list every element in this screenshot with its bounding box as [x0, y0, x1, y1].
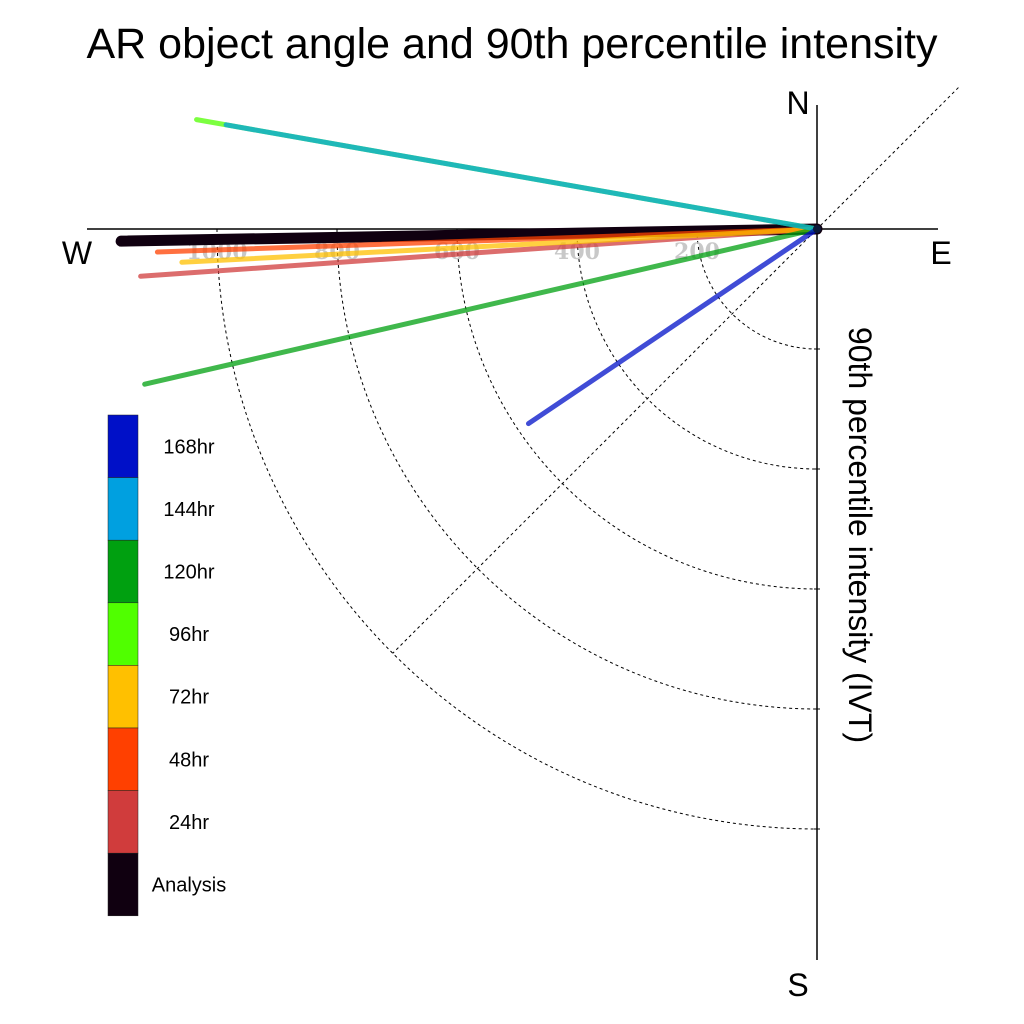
legend-swatch-96hr [107, 602, 139, 666]
legend-swatch-48hr [107, 727, 139, 791]
compass-west-label: W [62, 235, 93, 271]
legend-swatch-168hr [107, 414, 139, 478]
compass-south-label: S [787, 967, 808, 1003]
legend-swatch-120hr [107, 539, 139, 604]
legend-swatch-24hr [107, 790, 139, 854]
legend-label-120hr: 120hr [163, 562, 214, 584]
legend-label-96hr: 96hr [169, 624, 209, 646]
legend-label-48hr: 48hr [169, 749, 209, 771]
series-line-144hr [223, 122, 820, 232]
series-line-168hr [525, 226, 820, 427]
legend-label-24hr: 24hr [169, 812, 209, 834]
legend-swatch-analysis [107, 852, 139, 917]
series-line-120hr [142, 226, 820, 387]
legend-swatch-144hr [107, 477, 139, 541]
series-line-72hr [179, 226, 820, 265]
diagonal-guide [392, 87, 959, 654]
legend-label-analysis: Analysis [152, 875, 226, 897]
compass-east-label: E [930, 235, 951, 271]
origin-point [813, 225, 821, 233]
legend: 168hr 144hr 120hr 96hr 72hr 48hr 24hr Analysis [107, 414, 226, 917]
legend-label-72hr: 72hr [169, 687, 209, 709]
compass-north-label: N [786, 85, 809, 121]
series-lines [115, 117, 823, 427]
legend-label-144hr: 144hr [163, 499, 214, 521]
y-axis-label: 90th percentile intensity (IVT) [842, 327, 878, 743]
grid-ring-1000 [216, 228, 818, 830]
legend-label-168hr: 168hr [163, 436, 214, 458]
legend-swatch-72hr [107, 665, 139, 729]
chart-title: AR object angle and 90th percentile inte… [87, 20, 938, 68]
